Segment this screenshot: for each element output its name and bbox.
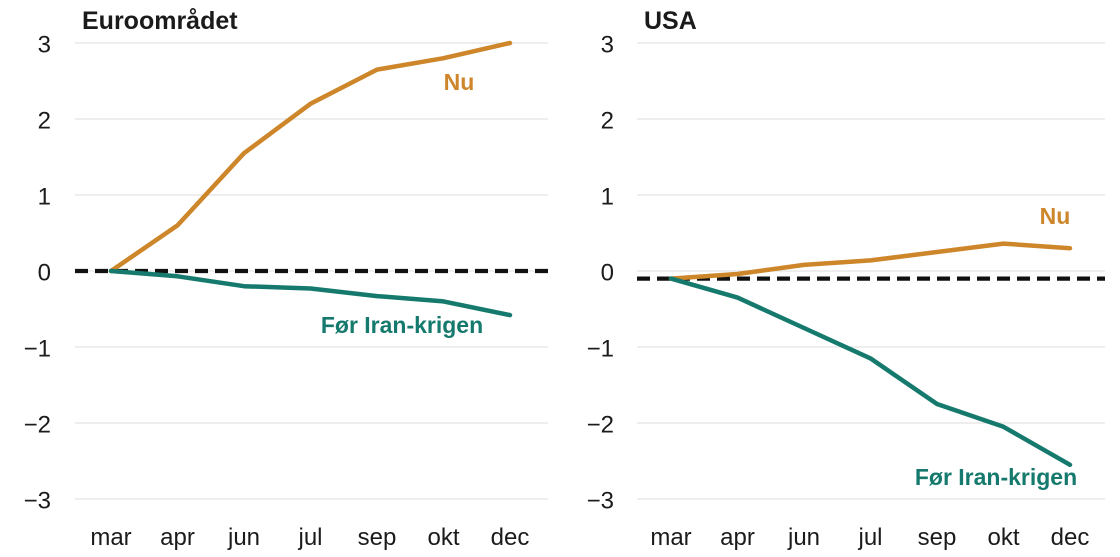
x-tick-label: sep	[918, 524, 957, 551]
x-tick-label: apr	[720, 524, 755, 551]
y-tick-label: −3	[24, 488, 51, 515]
series-line-nu	[668, 241, 1073, 281]
x-tick-label: sep	[358, 524, 397, 551]
x-tick-label: apr	[160, 524, 195, 551]
series-label-nu: Nu	[1040, 203, 1071, 229]
x-tick-label: jul	[857, 524, 882, 551]
series-line-foer-iran-krigen	[668, 276, 1073, 468]
panel-title-euroomraadet: Euroområdet	[82, 7, 238, 35]
y-tick-label: 3	[601, 32, 614, 59]
y-tick-label: 1	[601, 184, 614, 211]
series-label-foer-iran-krigen: Før Iran-krigen	[915, 464, 1077, 490]
x-tick-label: dec	[491, 524, 530, 551]
panel-euroomraadet: Nu Før Iran-krigen Euroområdet 3 2 1 0 −1 −2 −3 ma…	[24, 7, 548, 551]
series-label-foer-iran-krigen: Før Iran-krigen	[321, 312, 483, 338]
x-tick-label: okt	[987, 524, 1019, 551]
y-tick-label: −2	[587, 412, 614, 439]
series-line-nu	[108, 40, 513, 274]
y-tick-label: 2	[38, 108, 51, 135]
series-label-nu: Nu	[444, 69, 475, 95]
panel-title-usa: USA	[644, 7, 697, 35]
x-tick-label: jun	[227, 524, 260, 551]
y-tick-label: −2	[24, 412, 51, 439]
x-tick-label: okt	[427, 524, 459, 551]
y-tick-label: 0	[38, 260, 51, 287]
y-tick-label: 1	[38, 184, 51, 211]
x-tick-label: dec	[1051, 524, 1090, 551]
y-tick-label: 0	[601, 260, 614, 287]
x-tick-label: mar	[650, 524, 691, 551]
y-tick-label: 2	[601, 108, 614, 135]
y-tick-label: −1	[587, 336, 614, 363]
y-tick-label: −3	[587, 488, 614, 515]
y-tick-label: −1	[24, 336, 51, 363]
series-line-foer-iran-krigen	[108, 268, 513, 318]
x-tick-label: jul	[297, 524, 322, 551]
x-tick-label: jun	[787, 524, 820, 551]
panel-usa: Nu Før Iran-krigen USA 3 2 1 0 −1 −2 −3 mar apr jun j…	[587, 7, 1105, 551]
x-tick-label: mar	[90, 524, 131, 551]
y-tick-label: 3	[38, 32, 51, 59]
